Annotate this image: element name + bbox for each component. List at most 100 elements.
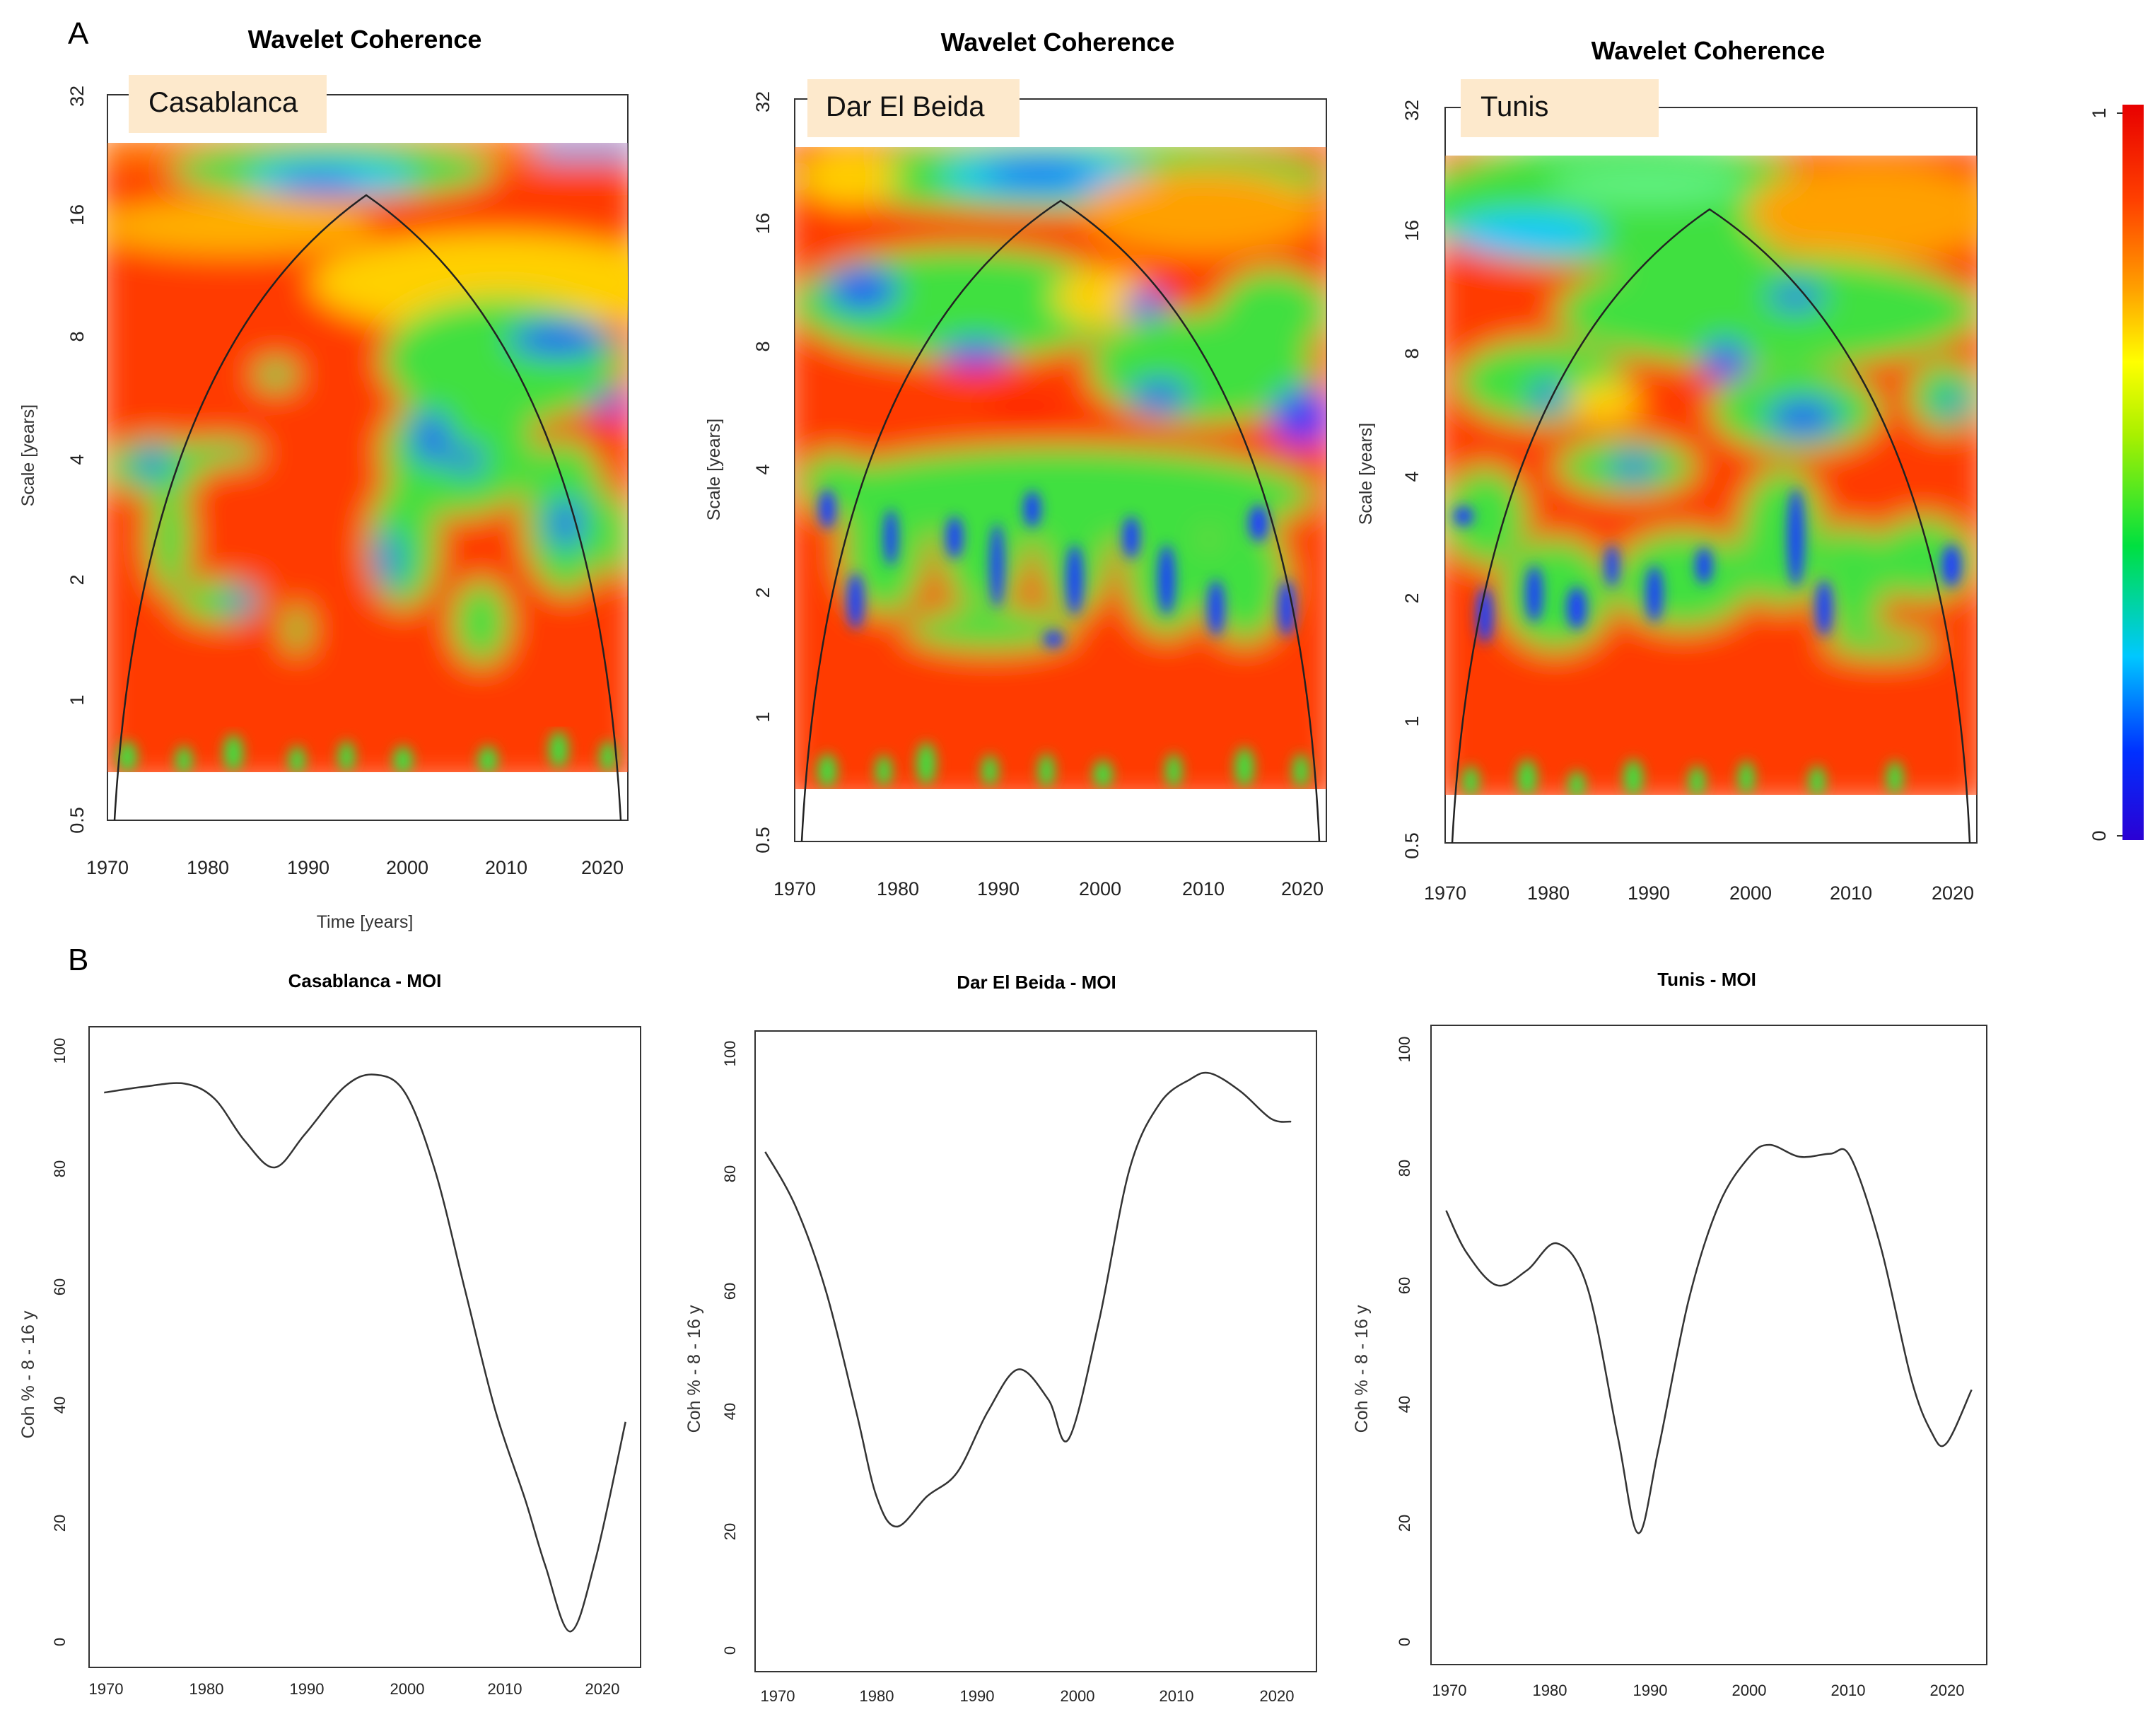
line-chart-title-dar-el-beida: Dar El Beida - MOI bbox=[957, 972, 1116, 993]
x-tick: 2010 bbox=[485, 857, 527, 878]
x-tick: 2010 bbox=[1182, 878, 1225, 899]
y-tick: 80 bbox=[1396, 1160, 1413, 1177]
y-tick: 40 bbox=[51, 1397, 69, 1414]
coherence-line-casablanca bbox=[104, 1073, 626, 1633]
y-tick: 0 bbox=[51, 1638, 69, 1646]
y-tick: 8 bbox=[66, 331, 88, 342]
city-label-tunis: Tunis bbox=[1481, 91, 1548, 122]
y-tick: 60 bbox=[721, 1283, 739, 1300]
y-tick: 80 bbox=[51, 1160, 69, 1177]
y-tick: 1 bbox=[1401, 716, 1423, 726]
line-plot-frame-dar-el-beida bbox=[754, 1030, 1317, 1672]
y-tick: 0.5 bbox=[752, 827, 773, 854]
cone-of-influence-dar-el-beida bbox=[800, 199, 1321, 842]
x-tick: 1970 bbox=[1432, 1682, 1467, 1699]
x-tick: 2020 bbox=[585, 1680, 620, 1698]
wavelet-title-tunis: Wavelet Coherence bbox=[1592, 36, 1826, 65]
x-tick: 2010 bbox=[488, 1680, 522, 1698]
y-tick: 0 bbox=[721, 1646, 739, 1655]
y-tick: 20 bbox=[51, 1515, 69, 1532]
city-label-casablanca: Casablanca bbox=[148, 87, 298, 118]
y-tick: 32 bbox=[752, 91, 773, 112]
city-label-box-dar-el-beida bbox=[807, 79, 1020, 137]
x-tick: 1980 bbox=[877, 878, 919, 899]
x-tick: 1980 bbox=[860, 1687, 894, 1705]
wavelet-title-dar-el-beida: Wavelet Coherence bbox=[941, 28, 1175, 57]
line-panel-casablanca: Casablanca - MOI 0 20 40 60 80 100 Coh %… bbox=[18, 970, 641, 1698]
x-tick: 2010 bbox=[1831, 1682, 1866, 1699]
y-tick: 0.5 bbox=[66, 807, 88, 834]
x-tick: 2000 bbox=[390, 1680, 425, 1698]
wavelet-panel-casablanca: Wavelet Coherence bbox=[18, 25, 629, 932]
x-tick: 2020 bbox=[1930, 1682, 1965, 1699]
y-tick: 32 bbox=[66, 86, 88, 107]
x-tick: 1980 bbox=[187, 857, 229, 878]
x-tick: 2000 bbox=[1732, 1682, 1767, 1699]
y-tick: 8 bbox=[1401, 348, 1423, 359]
x-tick: 1990 bbox=[1633, 1682, 1668, 1699]
x-tick: 1990 bbox=[960, 1687, 995, 1705]
x-tick: 1980 bbox=[1527, 882, 1570, 904]
colorbar-min-label: 0 bbox=[2089, 830, 2110, 841]
x-ticks-casablanca: 1970 1980 1990 2000 2010 2020 bbox=[89, 1680, 620, 1698]
y-axis-label-dar-el-beida: Scale [years] bbox=[704, 419, 724, 521]
colorbar-gradient bbox=[2122, 105, 2144, 840]
panel-label-b: B bbox=[68, 943, 88, 977]
y-tick: 60 bbox=[51, 1278, 69, 1295]
y-tick: 20 bbox=[1396, 1515, 1413, 1532]
line-y-axis-label-casablanca: Coh % - 8 - 16 y bbox=[18, 1310, 38, 1438]
y-tick: 2 bbox=[752, 587, 773, 598]
wavelet-title-casablanca: Wavelet Coherence bbox=[248, 25, 482, 54]
coherence-heatmap-dar-el-beida bbox=[795, 147, 1326, 789]
y-tick: 1 bbox=[752, 711, 773, 722]
y-tick: 8 bbox=[752, 341, 773, 351]
x-tick: 2000 bbox=[1729, 882, 1772, 904]
y-axis-label-tunis: Scale [years] bbox=[1356, 423, 1376, 525]
y-tick: 0.5 bbox=[1401, 832, 1423, 859]
city-label-dar-el-beida: Dar El Beida bbox=[826, 91, 985, 122]
x-tick: 1990 bbox=[290, 1680, 325, 1698]
y-ticks-dar-el-beida: 0 20 40 60 80 100 bbox=[721, 1041, 739, 1655]
y-tick: 16 bbox=[752, 213, 773, 234]
x-tick: 2020 bbox=[1260, 1687, 1295, 1705]
x-tick: 2000 bbox=[386, 857, 428, 878]
x-tick: 1970 bbox=[89, 1680, 124, 1698]
wavelet-panel-dar-el-beida: Wavelet Coherence bbox=[704, 28, 1327, 899]
colorbar: 1 0 bbox=[2089, 105, 2144, 841]
line-y-axis-label-dar-el-beida: Coh % - 8 - 16 y bbox=[684, 1305, 704, 1433]
y-ticks-casablanca: 0 20 40 60 80 100 bbox=[51, 1038, 69, 1646]
x-tick: 1990 bbox=[977, 878, 1020, 899]
y-tick: 32 bbox=[1401, 100, 1423, 121]
panel-label-a: A bbox=[68, 16, 89, 51]
line-panel-dar-el-beida: Dar El Beida - MOI 0 20 40 60 80 100 Coh… bbox=[684, 972, 1317, 1705]
x-ticks-dar-el-beida: 1970 1980 1990 2000 2010 2020 bbox=[761, 1687, 1295, 1705]
y-tick: 1 bbox=[66, 694, 88, 705]
x-tick: 1970 bbox=[86, 857, 129, 878]
coherence-heatmap-casablanca bbox=[107, 143, 628, 772]
line-chart-title-tunis: Tunis - MOI bbox=[1657, 969, 1756, 990]
y-tick: 2 bbox=[1401, 593, 1423, 603]
y-tick: 2 bbox=[66, 574, 88, 585]
x-tick: 2020 bbox=[581, 857, 624, 878]
x-tick: 2010 bbox=[1830, 882, 1872, 904]
x-tick: 1970 bbox=[761, 1687, 795, 1705]
line-panel-tunis: Tunis - MOI 0 20 40 60 80 100 Coh % - 8 … bbox=[1352, 969, 1987, 1699]
coherence-heatmap-tunis bbox=[1445, 156, 1977, 795]
wavelet-panel-tunis: Wavelet Coherence bbox=[1356, 36, 1978, 904]
y-tick: 100 bbox=[721, 1041, 739, 1067]
coherence-line-dar-el-beida bbox=[764, 1071, 1292, 1528]
x-tick: 2020 bbox=[1932, 882, 1974, 904]
x-tick: 1970 bbox=[773, 878, 816, 899]
y-axis-dar-el-beida: 0.5 1 2 4 8 16 32 bbox=[752, 91, 773, 854]
y-tick: 80 bbox=[721, 1165, 739, 1182]
line-chart-title-casablanca: Casablanca - MOI bbox=[288, 970, 442, 991]
x-tick: 1990 bbox=[1628, 882, 1670, 904]
y-tick: 16 bbox=[1401, 220, 1423, 241]
y-ticks-tunis: 0 20 40 60 80 100 bbox=[1396, 1037, 1413, 1646]
y-tick: 100 bbox=[1396, 1037, 1413, 1063]
y-tick: 20 bbox=[721, 1523, 739, 1540]
y-tick: 4 bbox=[1401, 471, 1423, 482]
x-tick: 2010 bbox=[1160, 1687, 1194, 1705]
x-axis-label-casablanca: Time [years] bbox=[317, 912, 414, 932]
